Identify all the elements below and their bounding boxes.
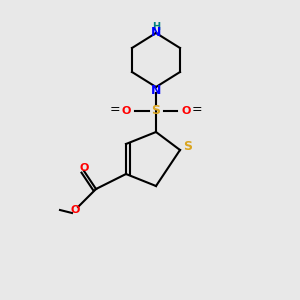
Text: =: = xyxy=(110,103,120,116)
Text: S: S xyxy=(183,140,192,154)
Text: N: N xyxy=(151,26,161,40)
Text: N: N xyxy=(151,83,161,97)
Text: S: S xyxy=(152,104,160,118)
Text: H: H xyxy=(152,22,160,32)
Text: O: O xyxy=(181,106,191,116)
Text: =: = xyxy=(192,103,202,116)
Text: O: O xyxy=(79,163,89,173)
Text: O: O xyxy=(70,205,80,215)
Text: O: O xyxy=(121,106,131,116)
